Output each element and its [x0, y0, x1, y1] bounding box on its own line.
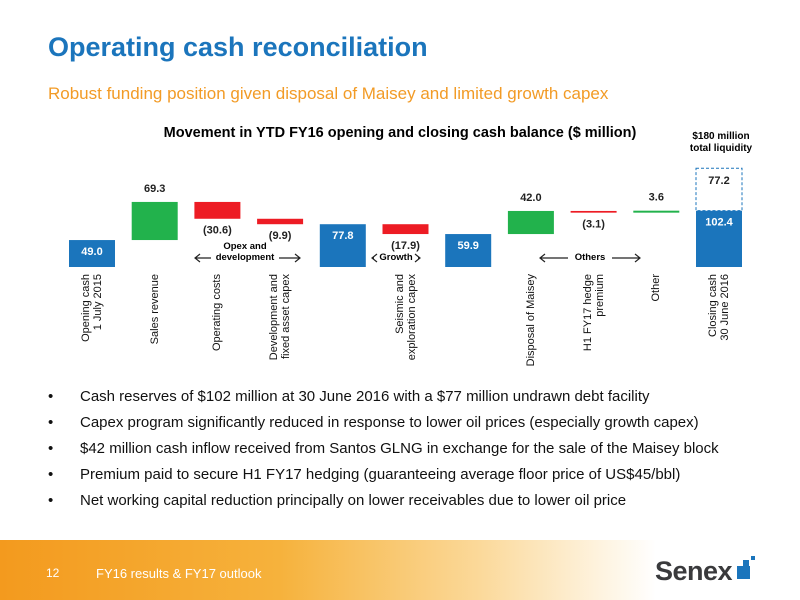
- bullet-mark: •: [48, 492, 54, 509]
- value-label: 3.6: [649, 192, 664, 204]
- x-tick-label: Opening cash 1 July 2015: [80, 274, 104, 342]
- slide-subtitle: Robust funding position given disposal o…: [48, 84, 609, 103]
- bar: [382, 224, 429, 235]
- value-label: (3.1): [582, 219, 605, 231]
- bar: [633, 210, 680, 213]
- bullet-item: • Net working capital reduction principal…: [48, 490, 719, 516]
- bullet-text: Cash reserves of $102 million at 30 June…: [80, 388, 650, 405]
- bar: [696, 210, 742, 267]
- chart-title: Movement in YTD FY16 opening and closing…: [164, 125, 637, 141]
- x-tick-label: Closing cash 30 June 2016: [707, 274, 731, 341]
- group-arrow: [371, 253, 421, 263]
- bullet-text: Capex program significantly reduced in r…: [80, 414, 699, 431]
- annotation: $180 million total liquidity: [689, 131, 753, 154]
- value-label: (30.6): [203, 225, 232, 237]
- bar: [319, 224, 366, 267]
- bullet-item: • Capex program significantly reduced in …: [48, 412, 719, 438]
- bullet-text: Net working capital reduction principall…: [80, 492, 627, 509]
- bullet-item: • Premium paid to secure H1 FY17 hedging …: [48, 464, 719, 490]
- value-label: (17.9): [391, 240, 420, 252]
- value-label: 59.9: [457, 240, 478, 252]
- bar: [194, 201, 241, 219]
- bar: [570, 210, 617, 213]
- bar: [507, 210, 554, 235]
- footer-band: [0, 540, 800, 600]
- value-label: (9.9): [269, 230, 292, 242]
- x-tick-label: Operating costs: [211, 274, 224, 352]
- x-tick-label: H1 FY17 hedge premium: [581, 274, 606, 352]
- x-tick-label: Other: [650, 274, 663, 302]
- page-number: 12: [46, 566, 60, 580]
- value-label: 77.8: [332, 230, 353, 242]
- facility-box: [695, 167, 743, 212]
- bar: [445, 234, 492, 267]
- value-label: 42.0: [520, 192, 541, 204]
- footer-text: FY16 results & FY17 outlook: [96, 566, 262, 581]
- bullet-mark: •: [48, 388, 54, 405]
- group-arrow: [194, 253, 301, 263]
- value-label: 102.4: [705, 217, 733, 229]
- bullet-item: • Cash reserves of $102 million at 30 Jun…: [48, 386, 719, 412]
- group-arrow: [539, 253, 641, 263]
- facility-label: 77.2: [708, 175, 729, 187]
- group-label: Opex and development: [215, 241, 275, 263]
- bullet-mark: •: [48, 414, 54, 431]
- bullet-text: Premium paid to secure H1 FY17 hedging (…: [80, 466, 681, 483]
- value-label: 49.0: [81, 246, 102, 258]
- x-tick-label: Disposal of Maisey: [524, 274, 537, 367]
- group-label: Growth: [379, 252, 413, 263]
- bullet-text: $42 million cash inflow received from Sa…: [80, 440, 719, 457]
- bullet-list: • Cash reserves of $102 million at 30 Jun…: [48, 386, 719, 516]
- bullet-item: • $42 million cash inflow received from S…: [48, 438, 719, 464]
- x-tick-label: Development and fixed asset capex: [268, 274, 293, 361]
- value-label: 69.3: [144, 183, 165, 195]
- x-tick-label: Sales revenue: [148, 274, 161, 345]
- bullet-mark: •: [48, 440, 54, 457]
- bar: [257, 218, 304, 225]
- bar: [131, 201, 178, 241]
- group-label: Others: [574, 252, 606, 263]
- logo-text: Senex: [655, 556, 733, 586]
- slide-title: Operating cash reconciliation: [48, 32, 428, 62]
- x-tick-label: Seismic and exploration capex: [393, 274, 418, 361]
- bullet-mark: •: [48, 466, 54, 483]
- bar: [69, 240, 115, 267]
